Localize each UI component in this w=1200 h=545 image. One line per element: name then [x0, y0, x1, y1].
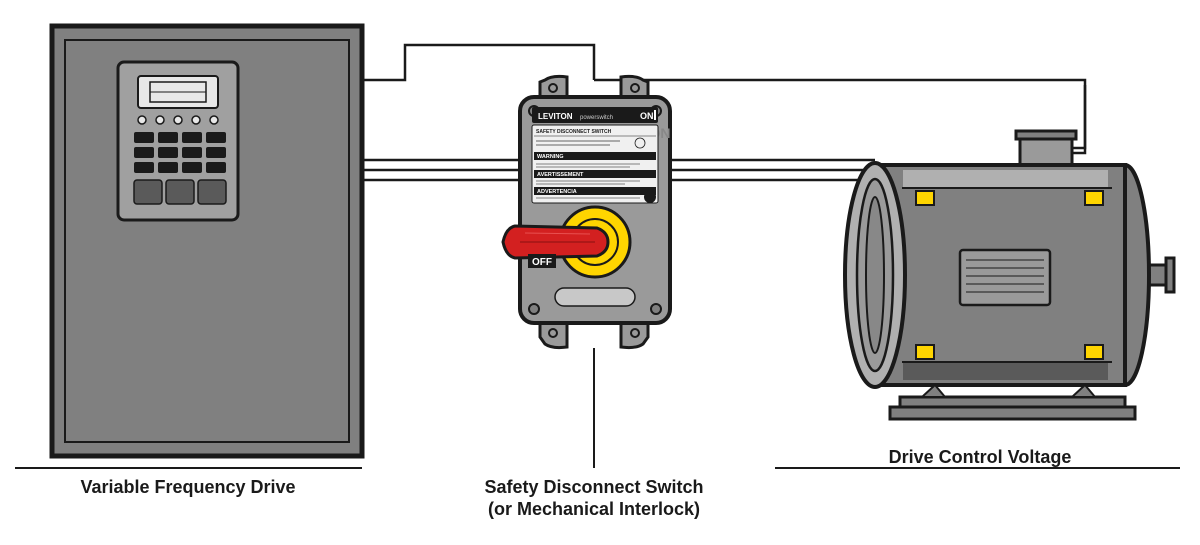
switch-off-text: OFF: [532, 257, 552, 268]
switch-brand-text: LEVITON: [538, 112, 573, 121]
control-wire-vfd-to-switch: [362, 45, 594, 80]
vfd-keypad-panel: [118, 62, 238, 220]
vfd-label: Variable Frequency Drive: [80, 477, 295, 497]
motor-label: Drive Control Voltage: [889, 447, 1072, 467]
switch-handle: [503, 226, 608, 258]
switch-adver-text: ADVERTENCIA: [537, 189, 577, 195]
switch-label-1: Safety Disconnect Switch: [484, 477, 703, 497]
switch-title-text: SAFETY DISCONNECT SWITCH: [536, 129, 612, 135]
safety-disconnect-switch: LEVITON powerswitch ON ON SAFETY DISCONN…: [503, 76, 671, 347]
switch-label-2: (or Mechanical Interlock): [488, 499, 700, 519]
switch-on-text: ON: [640, 111, 654, 121]
power-wires-vfd-to-switch: [362, 160, 525, 180]
switch-subbrand-text: powerswitch: [580, 115, 613, 121]
vfd-wiring-diagram: LEVITON powerswitch ON ON SAFETY DISCONN…: [0, 0, 1200, 545]
vfd-cabinet: [52, 26, 362, 456]
switch-avert-text: AVERTISSEMENT: [537, 172, 584, 178]
motor: [845, 131, 1174, 419]
power-wires-switch-to-motor: [665, 160, 875, 180]
switch-warning-text: WARNING: [537, 154, 564, 160]
